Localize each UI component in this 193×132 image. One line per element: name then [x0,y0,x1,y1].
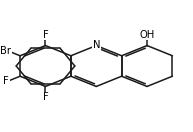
Text: Br: Br [0,46,11,56]
Text: F: F [3,76,9,86]
Text: F: F [43,30,48,40]
Text: OH: OH [139,30,155,40]
Text: F: F [43,92,48,102]
Text: N: N [92,40,100,50]
